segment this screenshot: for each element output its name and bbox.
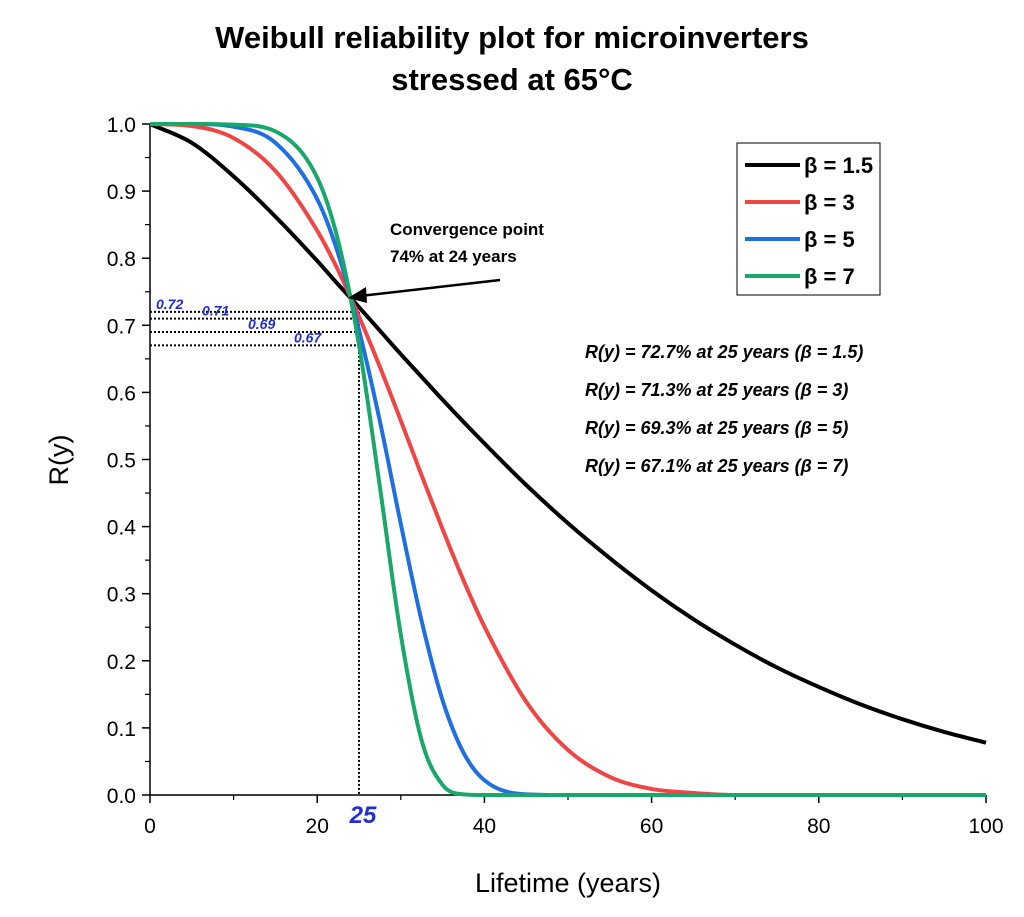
convergence-label-1: Convergence point [390,220,544,239]
legend-items: β = 1.5 β = 3 β = 5 β = 7 [745,153,873,289]
x-tick-label: 20 [306,815,329,838]
result-beta-1-5: R(y) = 72.7% at 25 years (β = 1.5) [585,342,863,362]
result-beta-5: R(y) = 69.3% at 25 years (β = 5) [585,418,848,438]
legend-label: β = 1.5 [804,153,873,178]
y-tick-label: 0.4 [107,517,137,540]
y-tick-label: 0.2 [107,651,136,674]
legend-label: β = 3 [804,190,855,215]
reference-x-label: 25 [349,802,377,829]
convergence-arrow [359,278,501,298]
x-tick-label: 100 [968,815,1003,838]
legend: β = 1.5 β = 3 β = 5 β = 7 [736,142,881,296]
y-tick-label: 0.8 [107,248,136,271]
chart-title-line-2: stressed at 65°C [391,62,633,97]
convergence-arrowhead [348,287,367,303]
x-tick-label: 40 [473,815,496,838]
result-beta-3: R(y) = 71.3% at 25 years (β = 3) [585,380,848,400]
y-tick-label: 0.3 [107,584,136,607]
legend-box [736,142,881,296]
x-tick-label: 60 [640,815,663,838]
convergence-label-2: 74% at 24 years [390,247,517,266]
axes: 0 20 40 60 80 100 0.0 0.1 0.2 0.3 0.4 0.5 0.6 0.7 0.8 0… [107,114,1004,838]
curve-1-5 [149,122,987,745]
y-tick-label: 0.7 [107,315,136,338]
y-tick-label: 0.5 [107,450,136,473]
reference-level-label: 0.71 [202,303,229,319]
curves [149,122,987,797]
chart-title-line-1: Weibull reliability plot for microinvert… [215,20,809,55]
results-annotations: R(y) = 72.7% at 25 years (β = 1.5) R(y) … [585,342,863,476]
y-tick-label: 0.9 [107,181,136,204]
reference-lines: 0.72 0.71 0.69 0.67 25 [150,296,377,829]
x-axis-label: Lifetime (years) [475,868,661,898]
legend-label: β = 5 [804,227,855,252]
x-tick-label: 0 [144,815,156,838]
y-tick-label: 0.6 [107,382,136,405]
reference-level-label: 0.67 [294,329,322,345]
x-tick-label: 80 [807,815,830,838]
reference-level-label: 0.72 [156,296,183,312]
curve-7 [150,122,986,797]
y-tick-label: 0.1 [107,718,136,741]
y-tick-label: 1.0 [107,114,136,137]
y-tick-label: 0.0 [107,785,136,808]
reference-level-label: 0.69 [248,316,275,332]
convergence-annotation: Convergence point 74% at 24 years [348,220,544,303]
legend-label: β = 7 [804,264,855,289]
result-beta-7: R(y) = 67.1% at 25 years (β = 7) [585,456,848,476]
y-axis-label: R(y) [44,435,74,486]
